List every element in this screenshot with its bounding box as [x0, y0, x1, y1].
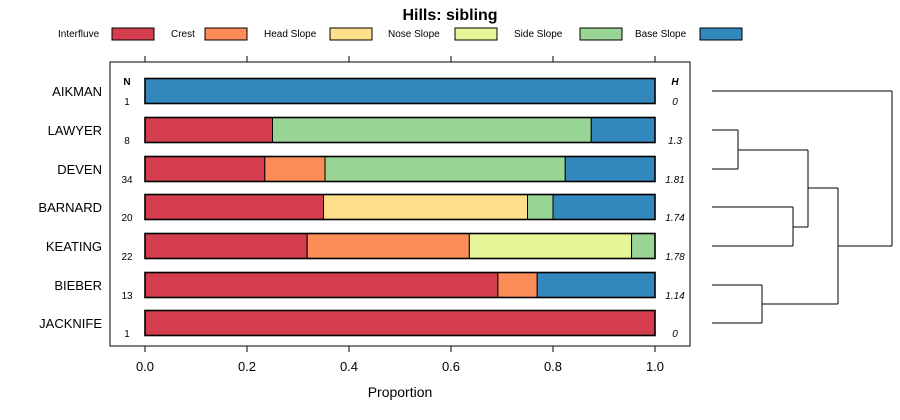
- bar-segment-deven-crest: [264, 156, 326, 182]
- row-label-lawyer: LAWYER: [48, 123, 102, 138]
- plot-frame: [109, 61, 691, 347]
- h-header: H: [671, 77, 679, 88]
- legend-label-base-slope: Base Slope: [635, 29, 687, 40]
- bar-segment-barnard-head-slope: [323, 194, 528, 220]
- row-labels: AIKMAN 1 0 LAWYER 8 1.3 DEVEN 34 1.81 BARNARD 20 1.…: [38, 84, 685, 340]
- h-value-deven: 1.81: [665, 175, 684, 186]
- row-label-barnard: BARNARD: [38, 200, 102, 215]
- bar-outline-bieber: [144, 271, 656, 299]
- n-value-aikman: 1: [124, 97, 130, 108]
- bar-segment-bieber-interfluve: [144, 272, 499, 298]
- h-value-barnard: 1.74: [665, 213, 685, 224]
- n-value-keating: 22: [121, 252, 133, 263]
- bar-segment-barnard-interfluve: [144, 194, 324, 220]
- legend-label-crest: Crest: [171, 29, 195, 40]
- legend-swatch-nose-slope: [454, 27, 498, 41]
- bar-segment-jacknife-interfluve: [144, 310, 656, 336]
- n-value-lawyer: 8: [124, 136, 130, 147]
- n-value-deven: 34: [121, 175, 133, 186]
- legend-label-head-slope: Head Slope: [264, 29, 317, 40]
- n-value-barnard: 20: [121, 213, 133, 224]
- h-value-jacknife: 0: [672, 329, 678, 340]
- row-label-aikman: AIKMAN: [52, 84, 102, 99]
- bar-outline-keating: [144, 232, 656, 260]
- row-label-keating: KEATING: [46, 239, 102, 254]
- x-tick-label: 0.6: [442, 359, 460, 374]
- h-value-keating: 1.78: [665, 252, 685, 263]
- legend-label-side-slope: Side Slope: [514, 29, 563, 40]
- bar-outline-deven: [144, 155, 656, 183]
- legend-swatch-side-slope: [579, 27, 623, 41]
- row-label-bieber: BIEBER: [54, 278, 102, 293]
- bar-segment-bieber-crest: [497, 272, 538, 298]
- x-tick-label: 1.0: [646, 359, 664, 374]
- bar-segment-bieber-base-slope: [536, 272, 656, 298]
- bar-segment-barnard-side-slope: [527, 194, 554, 220]
- bar-segment-barnard-base-slope: [552, 194, 656, 220]
- row-label-jacknife: JACKNIFE: [39, 316, 102, 331]
- bar-segment-deven-base-slope: [564, 156, 656, 182]
- bar-segment-keating-crest: [306, 233, 470, 259]
- dendrogram: [712, 90, 893, 324]
- legend-swatch-head-slope: [329, 27, 373, 41]
- bar-segment-lawyer-side-slope: [272, 117, 592, 143]
- bar-segment-aikman-base-slope: [144, 78, 656, 104]
- x-tick-label: 0.8: [544, 359, 562, 374]
- bar-segment-lawyer-base-slope: [590, 117, 656, 143]
- bar-segment-keating-nose-slope: [468, 233, 633, 259]
- bar-segment-lawyer-interfluve: [144, 117, 273, 143]
- h-value-lawyer: 1.3: [668, 136, 682, 147]
- legend-swatch-base-slope: [699, 27, 743, 41]
- bar-segment-deven-interfluve: [144, 156, 266, 182]
- bar-outline-jacknife: [144, 309, 656, 337]
- bar-segment-deven-side-slope: [324, 156, 566, 182]
- bar-outline-lawyer: [144, 116, 656, 144]
- legend-swatch-crest: [204, 27, 248, 41]
- x-tick-label: 0.4: [340, 359, 358, 374]
- bars-layer: [144, 77, 656, 337]
- bar-segment-keating-interfluve: [144, 233, 308, 259]
- legend-label-interfluve: Interfluve: [58, 29, 100, 40]
- x-axis-title: Proportion: [368, 384, 433, 400]
- h-value-bieber: 1.14: [665, 291, 685, 302]
- n-value-jacknife: 1: [124, 329, 130, 340]
- legend-label-nose-slope: Nose Slope: [388, 29, 440, 40]
- n-header: N: [123, 77, 130, 88]
- x-tick-label: 0.2: [238, 359, 256, 374]
- x-axis: 0.0 0.2 0.4 0.6 0.8 1.0: [136, 56, 664, 374]
- x-tick-label: 0.0: [136, 359, 154, 374]
- bar-segment-keating-side-slope: [631, 233, 656, 259]
- n-value-bieber: 13: [121, 291, 133, 302]
- legend: Interfluve Crest Head Slope Nose Slope Side …: [58, 27, 743, 41]
- chart-title: Hills: sibling: [402, 7, 497, 24]
- row-label-deven: DEVEN: [57, 162, 102, 177]
- bar-outline-aikman: [144, 77, 656, 105]
- bar-outline-barnard: [144, 193, 656, 221]
- h-value-aikman: 0: [672, 97, 678, 108]
- legend-swatch-interfluve: [111, 27, 155, 41]
